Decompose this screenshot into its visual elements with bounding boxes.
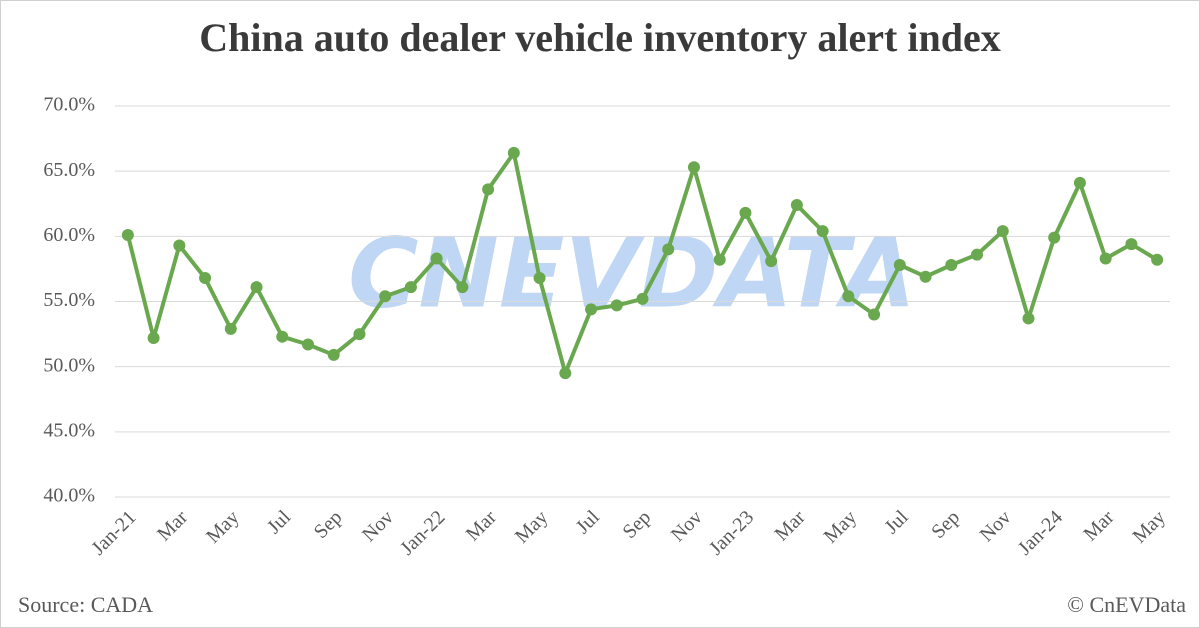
y-tick-label: 50.0% (43, 354, 95, 376)
data-point (816, 225, 829, 238)
data-point (1099, 252, 1112, 265)
data-point (687, 161, 700, 174)
data-point (456, 281, 469, 294)
data-point (1048, 231, 1061, 244)
data-point (507, 146, 520, 159)
data-point (868, 308, 881, 321)
y-tick-label: 40.0% (43, 485, 95, 507)
source: Source: CADA (18, 592, 153, 617)
data-point (199, 272, 212, 285)
chart-title: China auto dealer vehicle inventory aler… (199, 15, 1000, 60)
data-point (713, 253, 726, 266)
y-tick-label: 70.0% (43, 94, 95, 116)
data-point (379, 290, 392, 303)
watermark: CNEVDATA (348, 217, 916, 329)
data-point (147, 331, 160, 344)
data-point (121, 229, 134, 242)
data-point (971, 248, 984, 261)
data-point (765, 255, 778, 268)
data-point (250, 281, 263, 294)
data-point (224, 322, 237, 335)
y-tick-label: 65.0% (43, 159, 95, 181)
data-point (559, 367, 572, 380)
data-point (790, 199, 803, 212)
data-point (301, 338, 314, 351)
data-point (893, 259, 906, 272)
data-point (327, 348, 340, 361)
data-point (1151, 253, 1164, 266)
data-point (636, 292, 649, 305)
data-point (276, 330, 289, 343)
copyright: © CnEVData (1067, 592, 1186, 617)
data-point (945, 259, 958, 272)
data-point (919, 270, 932, 283)
data-point (430, 252, 443, 265)
data-point (842, 290, 855, 303)
y-tick-label: 60.0% (43, 224, 95, 246)
data-point (996, 225, 1009, 238)
y-tick-label: 55.0% (43, 289, 95, 311)
data-point (353, 328, 366, 341)
data-point (739, 206, 752, 219)
data-point (662, 243, 675, 256)
y-tick-label: 45.0% (43, 419, 95, 441)
data-point (173, 239, 186, 252)
data-point (1073, 176, 1086, 189)
data-point (482, 183, 495, 196)
data-point (1125, 238, 1138, 251)
data-point (533, 272, 546, 285)
data-point (585, 303, 598, 316)
data-point (404, 281, 417, 294)
data-point (1022, 312, 1035, 325)
data-point (610, 299, 623, 312)
